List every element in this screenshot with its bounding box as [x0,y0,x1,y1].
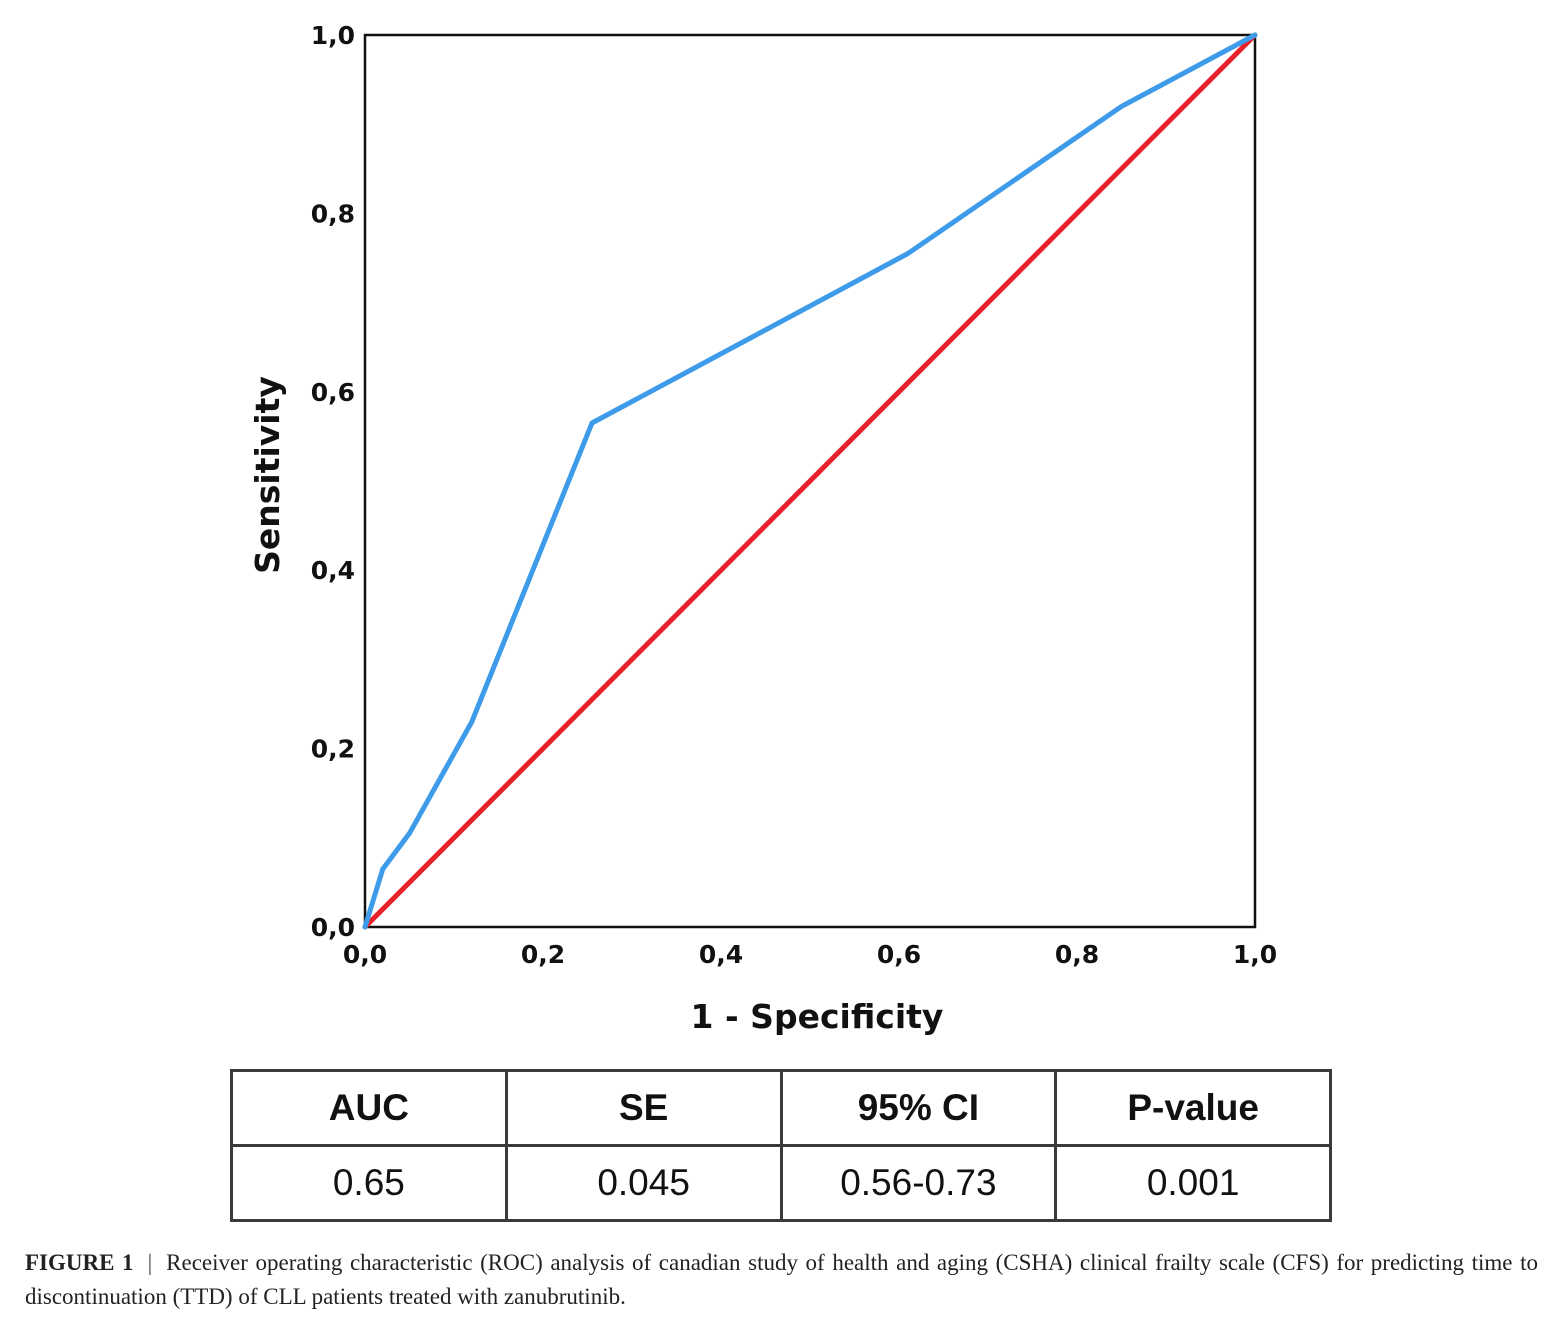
stats-table: AUC SE 95% CI P-value 0.65 0.045 0.56-0.… [230,1069,1332,1222]
x-tick-label: 0,0 [343,940,387,969]
x-tick-label: 0,6 [877,940,921,969]
value-se: 0.045 [504,1144,783,1222]
plot-area-frame [363,33,1257,929]
header-ci: 95% CI [779,1069,1058,1147]
y-axis-ticks: 0,0 0,2 0,4 0,6 0,8 1,0 [311,21,355,942]
y-tick-label: 0,2 [311,735,355,764]
y-tick-label: 0,4 [311,556,355,585]
x-axis-ticks: 0,0 0,2 0,4 0,6 0,8 1,0 [343,940,1277,969]
value-auc: 0.65 [230,1144,508,1222]
reference-diagonal-line [362,32,1258,930]
y-tick-label: 0,8 [311,199,355,228]
value-ci: 0.56-0.73 [779,1144,1058,1222]
caption-text: Receiver operating characteristic (ROC) … [25,1250,1539,1309]
x-tick-label: 0,8 [1055,940,1099,969]
roc-curve-line [362,32,1258,930]
x-tick-label: 1,0 [1233,940,1277,969]
y-tick-label: 1,0 [311,21,355,50]
figure-label: FIGURE 1 [25,1250,134,1275]
series-layer [362,32,1258,930]
x-tick-label: 0,4 [699,940,743,969]
x-axis-title: 1 - Specificity [691,997,944,1036]
header-p-value: P-value [1054,1069,1332,1147]
roc-chart: 0,0 0,2 0,4 0,6 0,8 1,0 0,0 0,2 0,4 0,6 0,8 1,0 1 … [248,21,1277,1036]
header-se: SE [504,1069,783,1147]
value-p-value: 0.001 [1054,1144,1332,1222]
y-tick-label: 0,0 [311,913,355,942]
y-axis-title: Sensitivity [248,376,287,574]
header-auc: AUC [230,1069,508,1147]
x-tick-label: 0,2 [521,940,565,969]
y-tick-label: 0,6 [311,378,355,407]
caption-separator: | [147,1250,153,1275]
table-row: 0.65 0.045 0.56-0.73 0.001 [230,1144,1332,1222]
figure-caption: FIGURE 1 | Receiver operating characterist… [25,1246,1538,1314]
table-header-row: AUC SE 95% CI P-value [230,1069,1332,1147]
